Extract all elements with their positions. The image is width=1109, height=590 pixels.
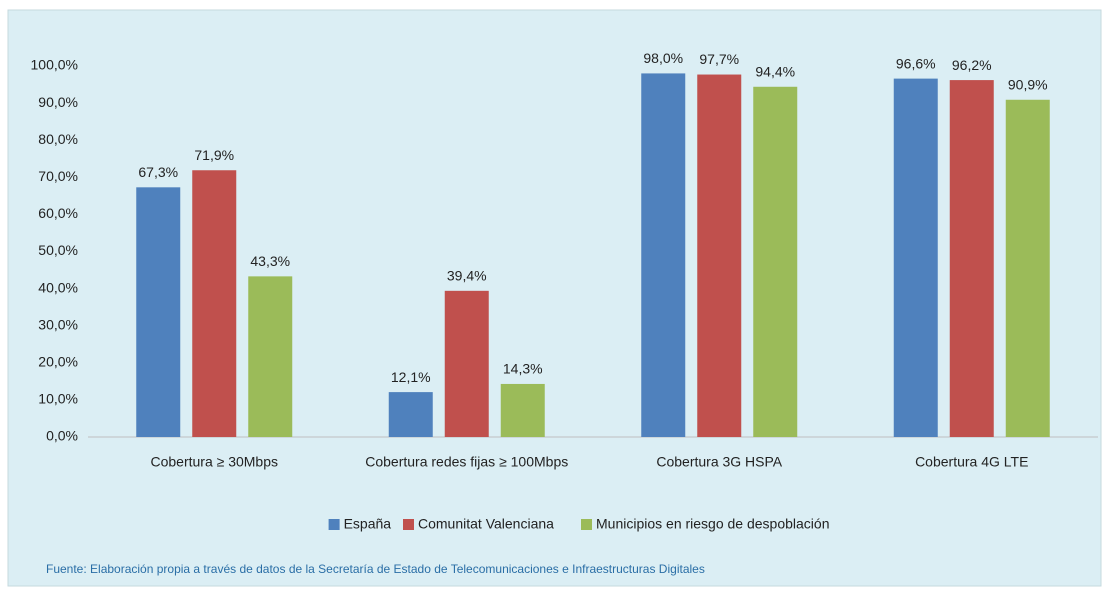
data-label: 67,3% bbox=[138, 164, 178, 180]
data-label: 14,3% bbox=[503, 361, 543, 377]
data-label: 94,4% bbox=[755, 63, 795, 79]
y-tick-label: 10,0% bbox=[38, 391, 78, 407]
y-tick-label: 0,0% bbox=[46, 428, 78, 444]
bar bbox=[641, 73, 686, 438]
bar bbox=[893, 78, 938, 437]
data-label: 97,7% bbox=[699, 51, 739, 67]
data-label: 96,6% bbox=[896, 55, 936, 71]
bar bbox=[444, 290, 489, 437]
bar bbox=[136, 187, 181, 437]
legend-swatch bbox=[328, 519, 340, 530]
bar bbox=[1005, 99, 1050, 438]
data-label: 96,2% bbox=[952, 57, 992, 73]
bar bbox=[949, 80, 994, 438]
x-tick-label: Cobertura redes fijas ≥ 100Mbps bbox=[365, 454, 568, 470]
bar bbox=[388, 392, 433, 437]
y-tick-label: 40,0% bbox=[38, 279, 78, 295]
y-tick-label: 80,0% bbox=[38, 131, 78, 147]
legend-label: España bbox=[344, 516, 392, 532]
legend-swatch bbox=[403, 519, 414, 530]
y-tick-label: 50,0% bbox=[38, 242, 78, 258]
y-tick-label: 100,0% bbox=[31, 57, 78, 73]
y-tick-label: 70,0% bbox=[38, 168, 78, 184]
legend-label: Municipios en riesgo de despoblación bbox=[596, 516, 829, 532]
data-label: 98,0% bbox=[643, 50, 683, 66]
bar bbox=[753, 86, 798, 437]
bar bbox=[500, 383, 545, 437]
bar bbox=[192, 170, 237, 437]
legend-label: Comunitat Valenciana bbox=[418, 516, 554, 532]
data-label: 43,3% bbox=[250, 253, 290, 269]
data-label: 12,1% bbox=[391, 369, 431, 385]
y-tick-label: 60,0% bbox=[38, 205, 78, 221]
bar bbox=[248, 276, 293, 437]
x-tick-label: Cobertura 4G LTE bbox=[915, 454, 1028, 470]
y-tick-label: 20,0% bbox=[38, 354, 78, 370]
legend-swatch bbox=[581, 519, 592, 530]
x-tick-label: Cobertura 3G HSPA bbox=[656, 454, 782, 470]
x-tick-label: Cobertura ≥ 30Mbps bbox=[150, 454, 278, 470]
data-label: 39,4% bbox=[447, 268, 487, 284]
data-label: 90,9% bbox=[1008, 76, 1048, 92]
source-note: Fuente: Elaboración propia a través de d… bbox=[46, 562, 705, 576]
y-tick-label: 30,0% bbox=[38, 316, 78, 332]
y-tick-label: 90,0% bbox=[38, 94, 78, 110]
data-label: 71,9% bbox=[194, 147, 234, 163]
bar bbox=[697, 74, 742, 438]
